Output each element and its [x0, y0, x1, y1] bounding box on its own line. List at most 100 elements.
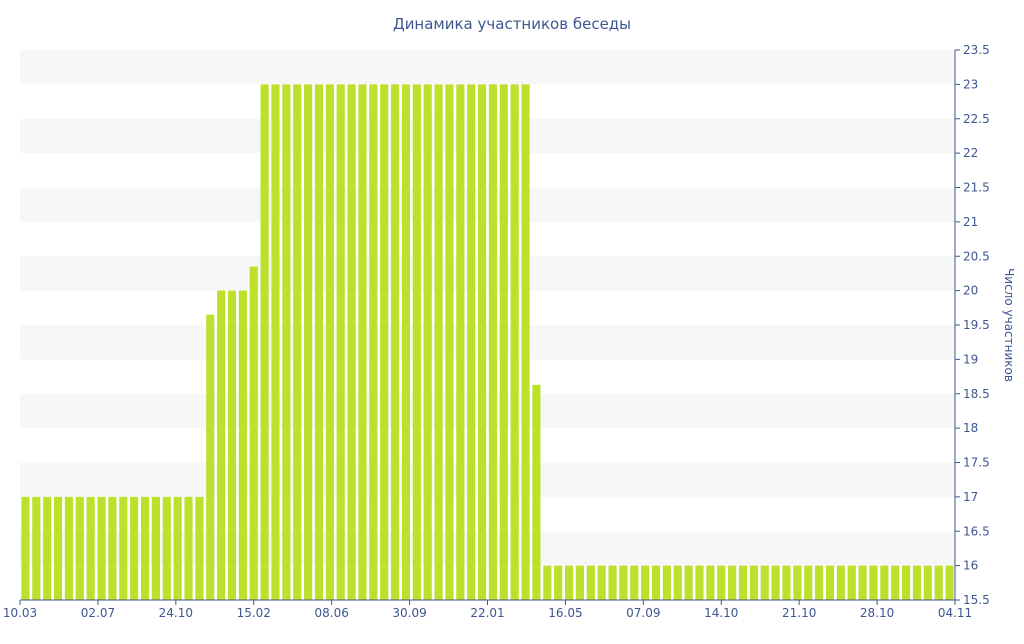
bar [64, 496, 73, 601]
bar [456, 84, 465, 601]
y-tick-label: 21 [963, 215, 978, 229]
grid-band [20, 256, 955, 291]
bar [499, 84, 508, 601]
bar [641, 565, 650, 601]
y-tick-label: 22.5 [963, 112, 990, 126]
bar [521, 84, 530, 601]
y-tick-label: 18 [963, 421, 978, 435]
bar [858, 565, 867, 601]
y-tick-label: 17.5 [963, 456, 990, 470]
bar [695, 565, 704, 601]
bar [304, 84, 313, 601]
bar [130, 496, 139, 601]
grid-band [20, 325, 955, 360]
bar [325, 84, 334, 601]
y-tick-label: 18.5 [963, 387, 990, 401]
bar [445, 84, 454, 601]
x-tick-label: 16.05 [548, 606, 582, 620]
x-tick-label: 21.10 [782, 606, 816, 620]
x-tick-label: 04.11 [938, 606, 972, 620]
bar [630, 565, 639, 601]
bar [391, 84, 400, 601]
grid-band [20, 462, 955, 497]
bar [347, 84, 356, 601]
bar [423, 84, 432, 601]
y-tick-label: 23 [963, 77, 978, 91]
x-axis: 10.03 02.07 24.10 15.02 08.06 30.09 22.01 16.05… [3, 599, 972, 620]
bar [825, 565, 835, 601]
x-tick-label: 28.10 [860, 606, 894, 620]
bar [434, 84, 443, 601]
bar [217, 290, 226, 601]
grid-bands [20, 50, 955, 566]
bar [249, 266, 258, 600]
bar [510, 84, 519, 601]
bar [717, 565, 726, 601]
bar [847, 565, 856, 601]
x-tick-label: 08.06 [314, 606, 348, 620]
bar [880, 565, 889, 601]
x-tick-label: 07.09 [626, 606, 660, 620]
bar [21, 496, 30, 601]
bar [760, 565, 769, 601]
y-tick-label: 20 [963, 284, 978, 298]
bar [271, 84, 280, 601]
bar [673, 565, 682, 601]
bar [597, 565, 606, 601]
grid-band [20, 393, 955, 429]
bar [771, 565, 780, 601]
y-tick-label: 15.5 [963, 593, 990, 607]
bar [836, 565, 845, 601]
x-tick-label: 02.07 [81, 606, 115, 620]
bar [119, 496, 128, 601]
bar [662, 565, 671, 601]
bar [293, 84, 302, 601]
bar [934, 565, 943, 601]
bar [564, 565, 574, 601]
bar-series [21, 84, 954, 601]
y-axis: 15.5 16 16.5 17 17.5 18 18.5 19 19.5 20 20.5 21 21.5… [954, 43, 990, 607]
bar [923, 565, 932, 601]
bar [282, 84, 291, 601]
grid-band [20, 187, 955, 222]
bar [608, 565, 617, 601]
bar [108, 496, 117, 601]
bar [227, 290, 237, 601]
bar [477, 84, 487, 601]
x-tick-label: 14.10 [704, 606, 738, 620]
bar [586, 565, 595, 601]
bar [173, 496, 182, 601]
bar [358, 84, 367, 601]
bar [706, 565, 715, 601]
bar [554, 565, 563, 601]
bar [43, 496, 52, 601]
bar [86, 496, 95, 601]
y-tick-label: 22 [963, 146, 978, 160]
y-tick-label: 16.5 [963, 524, 990, 538]
bar [206, 314, 215, 600]
bar [184, 496, 193, 601]
bar [619, 565, 628, 601]
y-axis-title: Число участников [1002, 268, 1016, 382]
bar [314, 84, 324, 601]
bar [151, 496, 160, 601]
grid-band [20, 531, 955, 566]
bar [782, 565, 791, 601]
bar [543, 565, 552, 601]
y-tick-label: 21.5 [963, 181, 990, 195]
bar [793, 565, 802, 601]
bar [467, 84, 476, 601]
x-tick-label: 22.01 [470, 606, 504, 620]
y-tick-label: 23.5 [963, 43, 990, 57]
bar [728, 565, 737, 601]
y-tick-label: 17 [963, 490, 978, 504]
x-tick-label: 30.09 [392, 606, 426, 620]
bar [684, 565, 693, 601]
bar [75, 496, 84, 601]
bar [238, 290, 247, 601]
bar [412, 84, 421, 601]
bar [488, 84, 498, 601]
bar [891, 565, 900, 601]
